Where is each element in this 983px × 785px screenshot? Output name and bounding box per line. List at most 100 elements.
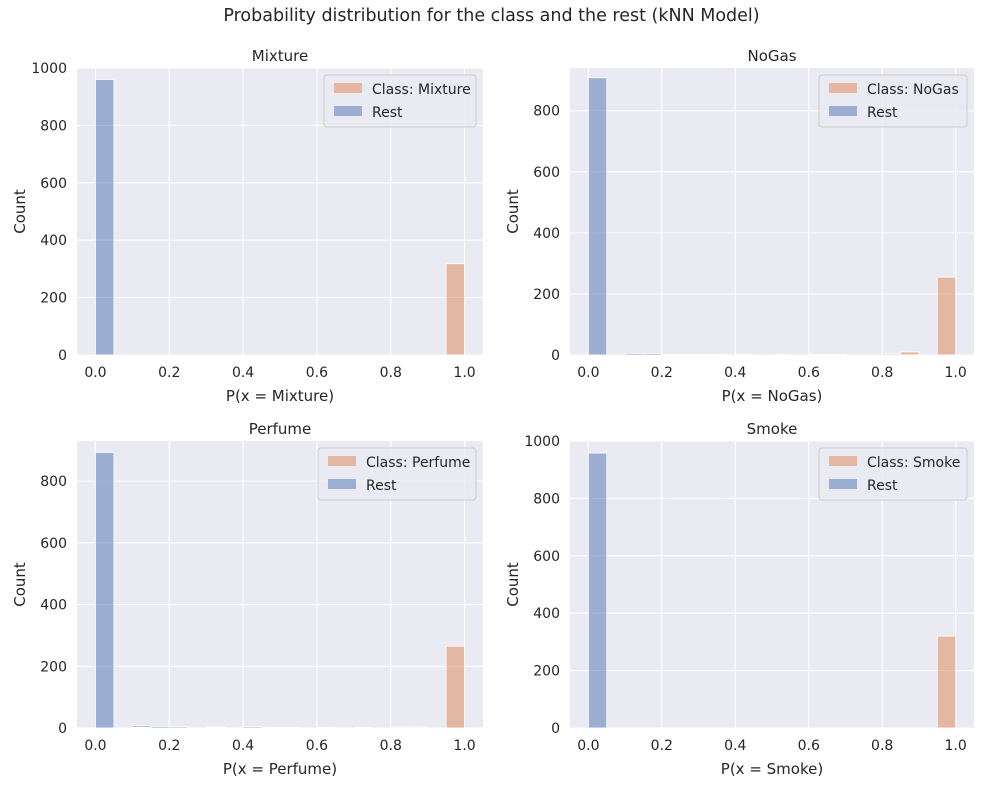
y-tick-label: 800 [40,118,67,134]
rest-bar [353,726,373,729]
y-axis-label: Count [11,189,29,234]
legend-label: Class: Perfume [366,455,470,471]
x-tick-label: 0.6 [306,738,328,754]
rest-bar [643,353,663,356]
legend-label: Class: Smoke [867,455,960,471]
x-tick-label: 1.0 [453,738,475,754]
y-tick-label: 200 [533,287,560,303]
y-axis-label: Count [504,562,522,607]
subplot-smoke: 0.0 0.2 0.4 0.6 0.8 1.0 0 200 400 600 800 1000 Smoke… [504,420,974,778]
class-bar [881,353,901,356]
subplot-title: NoGas [747,47,796,65]
class-bar [826,353,846,356]
rest-bar [679,353,699,356]
rest-bar [168,726,189,729]
y-axis-label: Count [11,562,29,607]
x-axis-label: P(x = Smoke) [721,760,823,778]
y-tick-label: 0 [58,721,67,737]
y-tick-label: 800 [533,104,560,120]
legend-swatch [829,479,857,489]
x-tick-label: 0.2 [651,365,673,381]
legend-label: Rest [366,478,397,494]
class-bar [808,353,828,356]
y-tick-label: 600 [533,549,560,565]
subplot-nogas: 0.0 0.2 0.4 0.6 0.8 1.0 0 200 400 600 800 NoGas P(x … [504,47,974,405]
rest-bar [279,726,299,729]
x-tick-label: 0.8 [871,738,893,754]
y-tick-label: 1000 [31,61,67,77]
y-tick-label: 200 [40,659,67,675]
rest-bar [624,353,644,356]
y-tick-label: 200 [533,664,560,680]
x-tick-label: 0.2 [651,738,673,754]
legend-label: Class: Mixture [372,82,471,98]
class-bar [390,726,410,729]
rest-bar [150,726,170,729]
y-tick-label: 600 [40,536,67,552]
x-tick-label: 0.6 [798,365,820,381]
class-bar [445,263,465,356]
legend-label: Rest [867,105,898,121]
legend: Class: Perfume Rest [317,447,477,501]
subplot-perfume: 0.0 0.2 0.4 0.6 0.8 1.0 0 200 400 600 800 Perfume P(… [11,420,483,778]
x-tick-label: 0.8 [380,365,402,381]
legend: Class: NoGas Rest [818,74,968,128]
legend-swatch [328,479,356,489]
legend: Class: Smoke Rest [818,447,968,501]
y-tick-label: 0 [58,348,67,364]
rest-bar [261,726,281,729]
x-tick-label: 0.2 [158,365,180,381]
y-tick-label: 0 [551,721,560,737]
y-tick-label: 1000 [524,434,560,450]
y-tick-label: 600 [40,176,67,192]
x-axis-label: P(x = Mixture) [226,387,334,405]
x-tick-label: 0.0 [84,738,106,754]
figure-title: Probability distribution for the class a… [223,6,760,26]
subplot-title: Mixture [252,47,308,65]
legend-label: Rest [372,105,403,121]
y-tick-label: 400 [40,233,67,249]
x-tick-label: 1.0 [945,365,967,381]
x-tick-label: 1.0 [945,738,967,754]
y-tick-label: 400 [533,226,560,242]
legend-swatch [829,106,857,116]
class-bar [131,726,152,729]
x-tick-label: 0.6 [306,365,328,381]
class-bar [936,635,957,729]
x-tick-label: 0.0 [577,738,599,754]
legend-box [317,447,477,501]
rest-bar [95,452,115,729]
y-tick-label: 800 [533,491,560,507]
y-axis-label: Count [504,189,522,234]
x-tick-label: 0.0 [84,365,106,381]
y-tick-label: 400 [40,598,67,614]
x-tick-label: 0.8 [871,365,893,381]
rest-bar [242,726,262,729]
rest-bar [587,452,608,729]
class-bar [408,726,429,729]
x-tick-label: 0.4 [724,738,746,754]
x-tick-label: 0.4 [724,365,746,381]
rest-bar [698,353,718,356]
y-tick-label: 400 [533,606,560,622]
y-tick-label: 600 [533,165,560,181]
x-tick-label: 0.2 [158,738,180,754]
subplot-title: Perfume [249,420,312,438]
x-tick-label: 0.6 [798,738,820,754]
class-bar [936,276,957,356]
x-tick-label: 0.8 [380,738,402,754]
legend-swatch [334,83,362,93]
x-axis-label: P(x = NoGas) [722,387,823,405]
x-axis-label: P(x = Perfume) [223,760,337,778]
class-bar [205,726,226,729]
legend: Class: Mixture Rest [323,74,477,128]
y-tick-label: 200 [40,291,67,307]
class-bar [900,351,920,356]
class-bar [445,645,465,729]
y-tick-label: 800 [40,474,67,490]
subplot-mixture: 0.0 0.2 0.4 0.6 0.8 1.0 0 200 400 600 800 1000 Mixtu… [11,47,483,405]
x-tick-label: 0.4 [232,365,254,381]
legend-swatch [829,456,857,466]
legend-label: Class: NoGas [867,82,959,98]
